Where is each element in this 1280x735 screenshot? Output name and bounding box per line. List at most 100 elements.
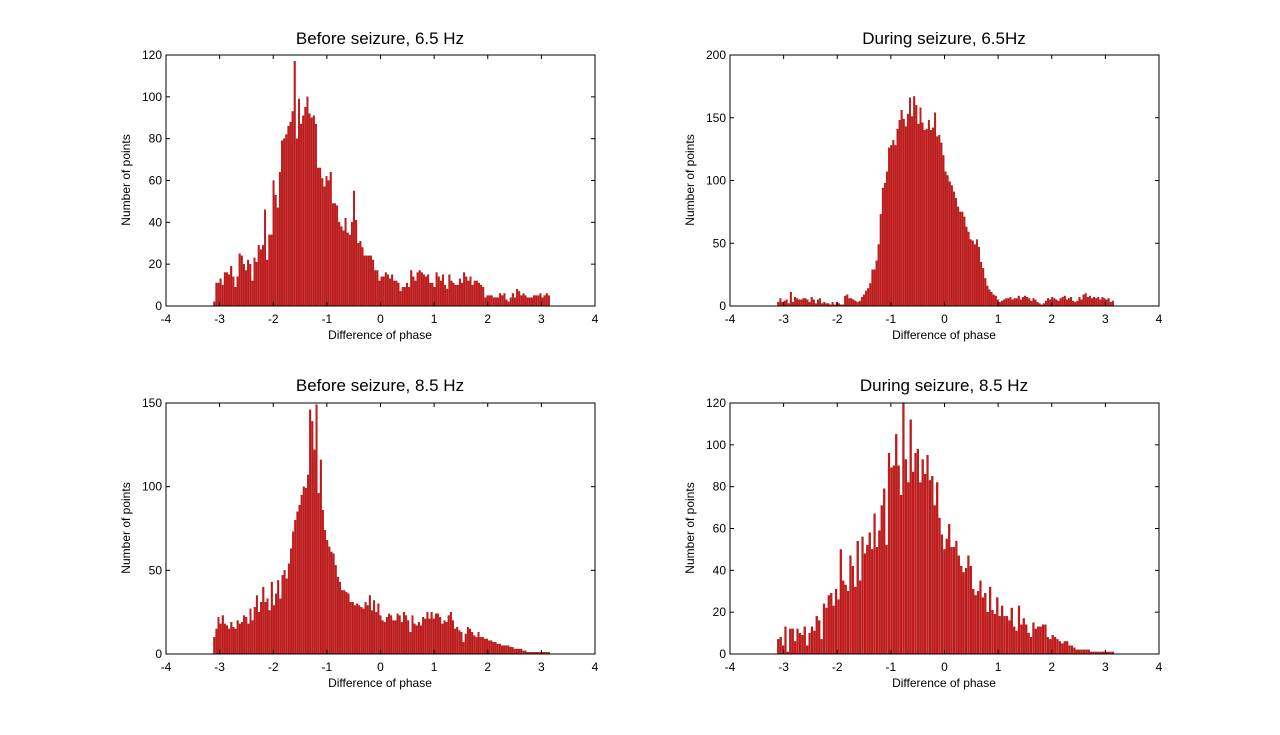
histogram-bar [822,603,826,655]
histogram-bar [367,255,370,307]
histogram-bar [808,302,811,307]
histogram-bar [330,551,333,655]
histogram-bar [447,615,450,655]
histogram-bar [919,107,922,307]
histogram-bar [429,282,432,307]
x-tick-label: 0 [941,660,948,674]
histogram-bar [452,282,455,307]
histogram-bar [926,455,929,655]
histogram-bar [448,274,451,307]
bars [777,402,1114,655]
histogram-bar [386,274,389,307]
x-tick-label: 1 [431,660,438,674]
histogram-bar [1020,624,1023,655]
histogram-bar [478,282,480,307]
histogram-bar [251,280,254,307]
histogram-bar [321,509,324,655]
histogram-bar [844,584,847,655]
histogram-bar [938,135,941,307]
histogram-bar [238,253,241,307]
histogram-bar [779,637,782,655]
histogram-bar [385,617,388,655]
histogram-bar [464,633,467,655]
histogram-bar [800,299,803,307]
histogram-bar [858,300,861,307]
histogram-bar [948,524,951,655]
x-axis-label: Difference of phase [892,328,996,342]
histogram-bar [373,600,376,655]
histogram-bar [1078,297,1081,307]
histogram-bar [921,122,924,307]
histogram-bar [243,615,246,655]
histogram-bar [1001,605,1004,655]
histogram-bar [1026,297,1029,307]
histogram-bar [331,203,334,307]
histogram-bar [1074,302,1077,307]
histogram-bar [859,580,862,655]
histogram-bar [1013,626,1016,655]
x-tick-label: 2 [484,660,491,674]
histogram-bar [919,482,922,655]
histogram-bar [215,282,218,307]
histogram-bar [281,575,284,655]
histogram-bar [854,300,857,307]
histogram-bar [1017,295,1020,307]
histogram-bar [873,269,876,307]
x-tick-label: 2 [1048,312,1055,326]
histogram-bar [465,276,468,307]
histogram-bar [931,476,934,655]
histogram-bar [928,480,932,655]
histogram-bar [348,234,351,307]
histogram-bar [850,298,853,307]
histogram-bar [358,605,361,655]
histogram-bar [492,642,495,655]
histogram-bar [1039,626,1042,655]
histogram-bar [1015,298,1018,307]
histogram-bar [471,284,474,307]
histogram-bar [372,259,375,307]
histogram-bar [896,128,899,307]
histogram-bar [1011,299,1014,307]
histogram-bar [409,632,412,655]
histogram-bar [511,647,514,655]
histogram-bar [253,607,256,655]
histogram-bar [300,494,303,655]
histogram-bar [458,630,461,655]
histogram-bar [417,622,420,655]
histogram-bar [415,625,418,655]
histogram-bar [285,134,288,307]
histogram-bar [996,597,999,655]
histogram-bar [1044,300,1047,307]
histogram-bar [959,211,962,307]
histogram-bar [390,615,393,655]
histogram-bar [547,295,550,307]
histogram-bar [395,280,398,307]
x-tick-label: -1 [322,312,333,326]
histogram-bar [230,622,233,655]
histogram-bar [957,206,960,307]
histogram-bar [923,130,926,307]
histogram-bar [283,570,286,655]
histogram-bar [1070,645,1074,655]
histogram-bar [389,278,392,307]
histogram-bar [247,259,250,307]
histogram-bar [503,293,506,307]
histogram-bar [488,295,491,307]
histogram-bar [319,167,322,307]
histogram-bar [785,299,788,307]
histogram-bar [443,620,446,655]
histogram-bar [798,632,802,655]
histogram-bar [342,230,345,307]
histogram-bar [355,220,358,307]
histogram-bar [317,167,320,307]
histogram-bar [503,645,506,655]
bars [213,404,550,655]
histogram-bar [804,298,807,307]
histogram-bar [989,586,992,655]
histogram-bar [466,627,469,655]
x-tick-label: 4 [592,312,599,326]
histogram-bar [213,637,216,655]
histogram-bar [1034,299,1037,307]
histogram-bar [518,291,521,307]
histogram-bar [247,623,250,655]
